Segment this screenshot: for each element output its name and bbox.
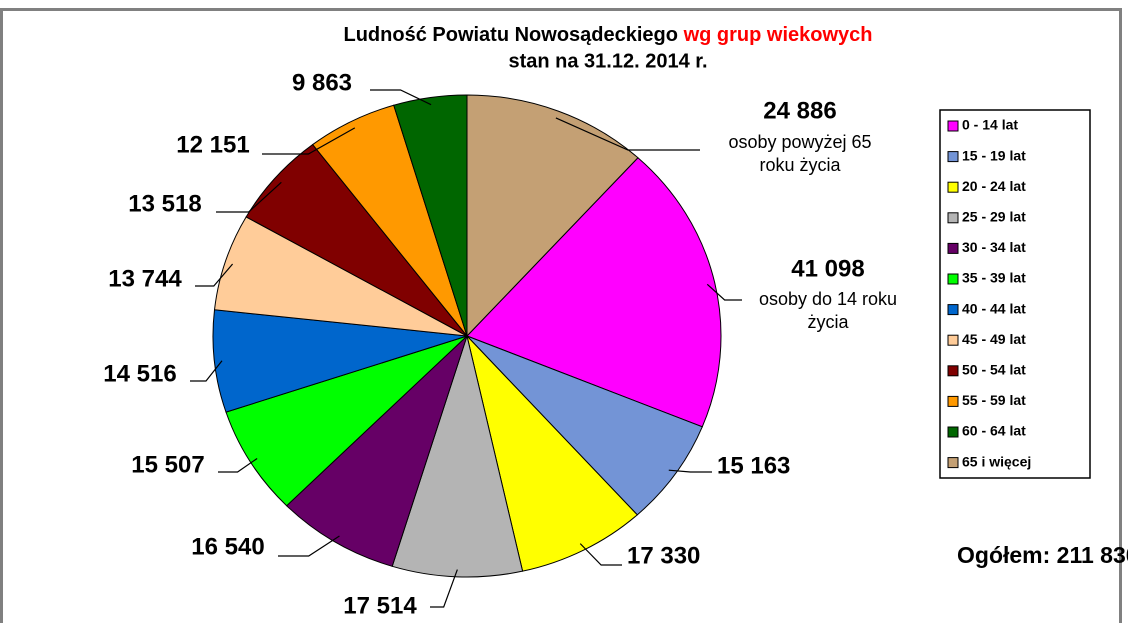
legend-swatch [947, 395, 959, 407]
legend-label: 50 - 54 lat [962, 362, 1026, 378]
leader-line [430, 569, 458, 608]
legend-label: 20 - 24 lat [962, 178, 1026, 194]
legend-swatch [947, 304, 959, 316]
value-label: 24 886 [763, 97, 836, 124]
chart-title: Ludność Powiatu Nowosądeckiego wg grup w… [344, 24, 873, 46]
frame [0, 8, 1122, 623]
leader-line [195, 263, 234, 287]
legend-swatch [947, 457, 959, 469]
leader-line [555, 117, 700, 151]
value-label: 16 540 [191, 533, 264, 560]
legend-label: 45 - 49 lat [962, 331, 1026, 347]
annotation: osoby powyżej 65 [728, 132, 871, 152]
value-label: 15 507 [131, 451, 204, 478]
leader-line [262, 127, 356, 155]
legend-label: 30 - 34 lat [962, 239, 1026, 255]
leader-line [370, 89, 432, 106]
value-label: 12 151 [176, 131, 249, 158]
legend-swatch [947, 334, 959, 346]
title-part: Ludność Powiatu Nowosądeckiego [344, 24, 684, 46]
leader-line [218, 457, 258, 473]
annotation: życia [807, 312, 849, 332]
legend-swatch [947, 426, 959, 438]
title-part: wg grup wiekowych [683, 24, 873, 46]
legend-swatch [947, 181, 959, 193]
leader-line [579, 543, 622, 566]
legend-label: 35 - 39 lat [962, 270, 1026, 286]
legend-label: 60 - 64 lat [962, 423, 1026, 439]
value-label: 41 098 [791, 255, 864, 282]
pie-slice [466, 334, 638, 572]
value-label: 14 516 [103, 360, 176, 387]
pie-slice [285, 335, 468, 567]
value-label: 13 744 [108, 265, 182, 292]
pie-slice [212, 309, 468, 413]
leader-line [706, 283, 742, 301]
annotation: roku życia [759, 155, 841, 175]
pie-slice [466, 94, 639, 338]
legend-label: 0 - 14 lat [962, 117, 1018, 133]
value-label: 15 163 [717, 452, 790, 479]
legend-swatch [947, 273, 959, 285]
value-label: 9 863 [292, 69, 352, 96]
value-label: 13 518 [128, 190, 201, 217]
value-label: 17 330 [627, 542, 700, 569]
value-label: 17 514 [343, 592, 417, 619]
legend-label: 55 - 59 lat [962, 392, 1026, 408]
legend-label: 40 - 44 lat [962, 300, 1026, 316]
legend-swatch [947, 212, 959, 224]
legend-swatch [947, 365, 959, 377]
legend-swatch [947, 242, 959, 254]
total-label: Ogółem: 211 830 osób [957, 542, 1128, 568]
leader-line [668, 469, 712, 473]
legend-label: 15 - 19 lat [962, 147, 1026, 163]
legend-swatch [947, 120, 959, 132]
leader-line [190, 360, 223, 382]
legend [939, 109, 1091, 479]
leader-line [278, 535, 340, 557]
pie-slice [466, 335, 703, 516]
legend-label: 65 i więcej [962, 453, 1031, 469]
leader-line [216, 181, 282, 213]
pie-slice [466, 157, 722, 428]
legend-label: 25 - 29 lat [962, 209, 1026, 225]
legend-swatch [947, 151, 959, 163]
chart-subtitle: stan na 31.12. 2014 r. [508, 50, 707, 72]
pie-slice [391, 334, 524, 578]
annotation: osoby do 14 roku [759, 289, 897, 309]
